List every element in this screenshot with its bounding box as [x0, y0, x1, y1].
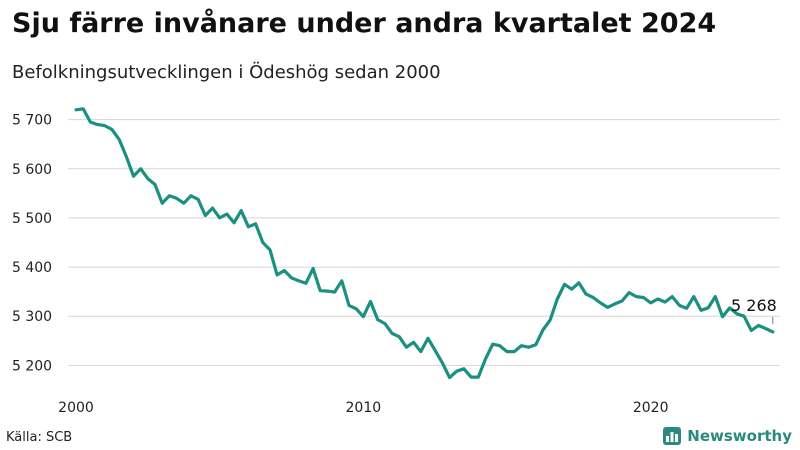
chart-subtitle: Befolkningsutvecklingen i Ödeshög sedan …: [12, 62, 441, 83]
y-tick-label: 5 200: [12, 358, 52, 374]
x-tick-label: 2010: [346, 400, 382, 416]
gridlines: [68, 119, 780, 366]
bar-chart-icon: [663, 427, 682, 445]
end-value-label: 5 268: [731, 296, 777, 315]
y-axis-tick-labels: 5 200 5 300 5 400 5 500 5 600 5 700: [12, 113, 52, 375]
y-tick-label: 5 400: [12, 260, 52, 276]
source-note: Källa: SCB: [6, 430, 73, 445]
x-tick-label: 2000: [58, 400, 94, 416]
chart-title: Sju färre invånare under andra kvartalet…: [12, 8, 717, 39]
y-tick-label: 5 500: [12, 211, 52, 227]
x-tick-label: 2020: [633, 400, 669, 416]
y-tick-label: 5 700: [12, 113, 52, 129]
series-line: [74, 107, 775, 380]
series-group: [74, 107, 775, 380]
brand-logo: Newsworthy: [663, 427, 792, 445]
x-axis-tick-labels: 2000 2010 2020: [58, 400, 668, 416]
y-tick-label: 5 600: [12, 162, 52, 178]
brand-name: Newsworthy: [687, 427, 792, 445]
y-tick-label: 5 300: [12, 309, 52, 325]
end-annotation: 5 268: [731, 296, 777, 324]
